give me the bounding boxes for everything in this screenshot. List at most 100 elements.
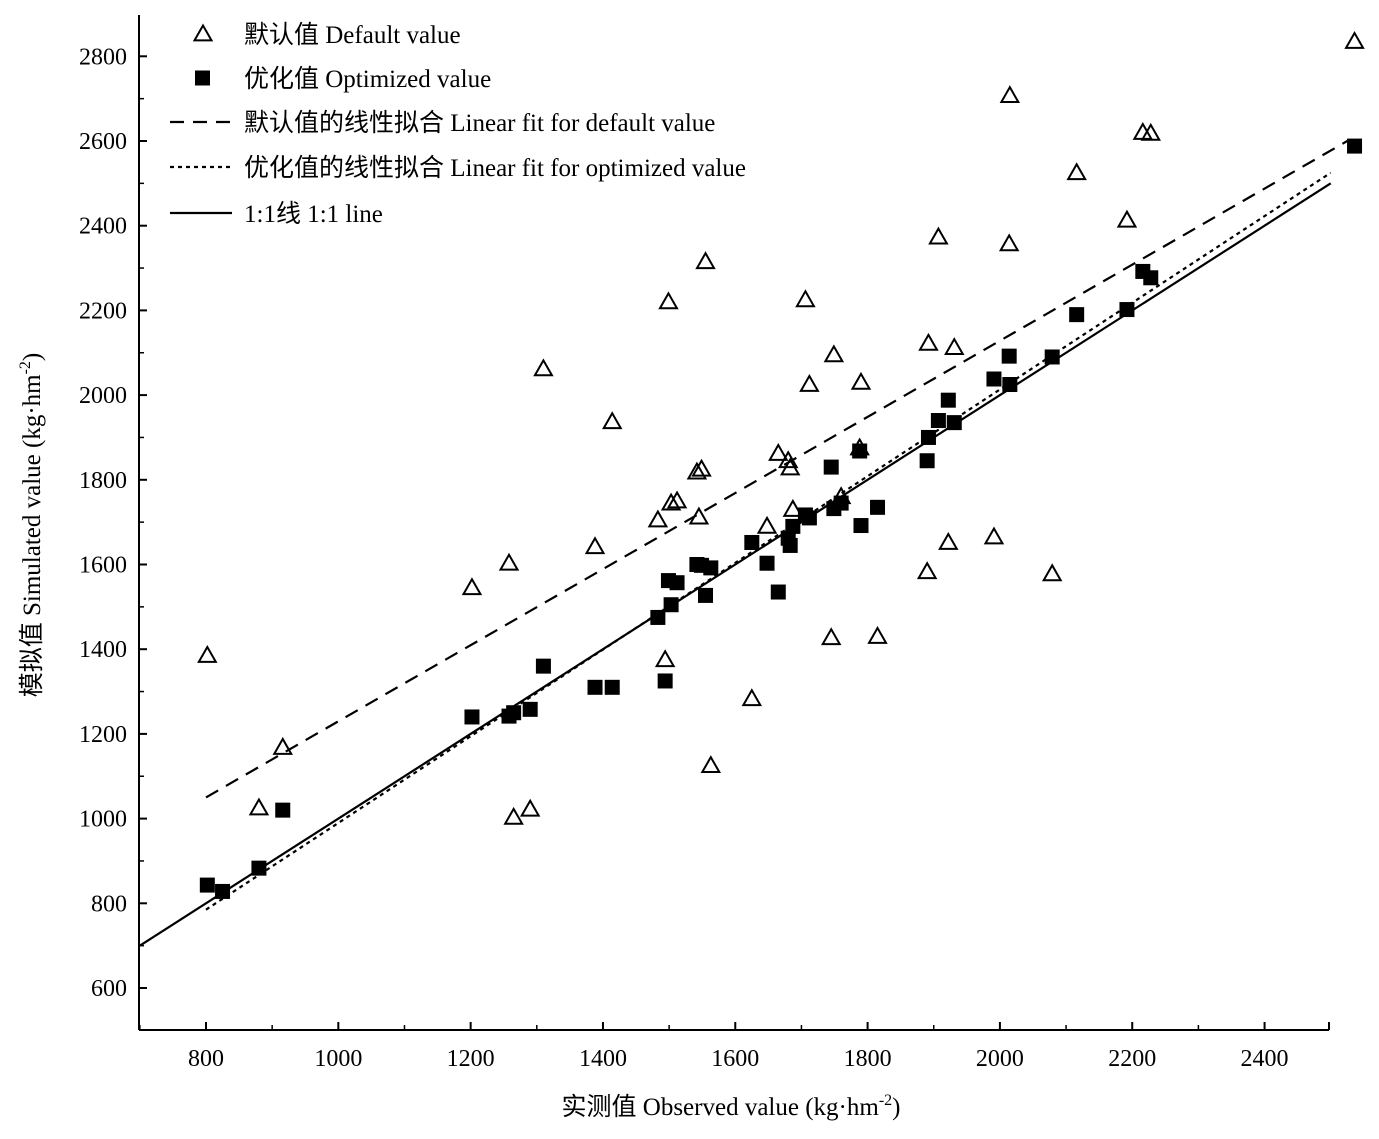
default-value-point bbox=[983, 526, 1005, 545]
default-value-point bbox=[1116, 209, 1138, 228]
default-value-point bbox=[928, 226, 949, 245]
default-value-point bbox=[1140, 122, 1161, 141]
legend-label: 优化值 Optimized value bbox=[244, 65, 491, 93]
default-value-point bbox=[503, 806, 524, 825]
default-value-point bbox=[197, 645, 218, 663]
optimized-value-point bbox=[669, 575, 685, 591]
x-tick-label: 1000 bbox=[314, 1046, 362, 1072]
y-tick-label: 2400 bbox=[79, 214, 127, 240]
default-value-point bbox=[601, 411, 623, 430]
default-value-point bbox=[533, 358, 554, 377]
optimized-value-point bbox=[1347, 138, 1363, 154]
default-value-point bbox=[799, 373, 820, 392]
default-value-point bbox=[916, 561, 938, 580]
default-value-point bbox=[768, 443, 789, 461]
fit-line-4 bbox=[139, 182, 1332, 947]
legend-label: 1:1线 1:1 line bbox=[244, 200, 383, 228]
optimized-value-point bbox=[833, 495, 849, 511]
y-tick-label: 800 bbox=[91, 891, 127, 917]
default-value-point bbox=[998, 233, 1020, 252]
optimized-value-point bbox=[275, 802, 291, 818]
axes bbox=[138, 15, 1330, 1031]
legend-marker-square bbox=[195, 70, 210, 86]
x-axis-title-sup: -2 bbox=[879, 1092, 892, 1109]
optimized-value-point bbox=[946, 415, 962, 431]
optimized-value-point bbox=[920, 429, 936, 445]
optimized-value-point bbox=[251, 860, 267, 876]
optimized-value-point bbox=[1001, 348, 1017, 364]
tick-labels: 800 1000 1200 1400 1600 1800 2000 2200 2400 600 80… bbox=[79, 44, 1289, 1072]
optimized-value-point bbox=[587, 679, 603, 695]
default-value-point bbox=[823, 344, 845, 363]
default-value-point bbox=[795, 289, 816, 308]
optimized-value-point bbox=[782, 537, 798, 553]
optimized-value-point bbox=[940, 392, 956, 408]
optimized-value-point bbox=[464, 709, 480, 725]
x-tick-label: 2400 bbox=[1241, 1046, 1289, 1072]
y-tick-label: 600 bbox=[91, 976, 127, 1002]
default-value-point bbox=[695, 251, 716, 270]
default-value-point bbox=[647, 509, 669, 528]
optimized-value-point bbox=[1002, 377, 1018, 393]
default-value-point bbox=[918, 332, 939, 351]
optimized-value-point bbox=[744, 534, 760, 550]
optimized-value-point bbox=[852, 443, 868, 459]
default-value-point bbox=[820, 627, 842, 646]
default-value-point bbox=[658, 291, 679, 310]
optimized-value-point bbox=[703, 560, 719, 576]
default-value-point bbox=[498, 552, 520, 571]
optimized-value-point bbox=[535, 658, 551, 674]
y-axis-title-sup: -2 bbox=[17, 361, 34, 374]
optimized-value-point bbox=[785, 518, 801, 534]
legend-marker-triangle bbox=[192, 23, 214, 42]
legend-label: 默认值的线性拟合 Linear fit for default value bbox=[244, 109, 715, 137]
optimized-value-point bbox=[853, 518, 869, 534]
default-value-point bbox=[867, 625, 888, 644]
optimized-value-point bbox=[770, 584, 786, 600]
optimized-value-point bbox=[801, 510, 817, 526]
default-value-point bbox=[938, 531, 959, 550]
x-axis-title: 实测值 Observed value (kg·hm-2) bbox=[562, 1092, 901, 1121]
y-tick-label: 2200 bbox=[79, 298, 127, 324]
default-value-point bbox=[519, 798, 541, 817]
x-tick-label: 2200 bbox=[1108, 1046, 1156, 1072]
optimized-value-point bbox=[698, 587, 714, 603]
default-value-point bbox=[999, 85, 1021, 104]
default-value-point bbox=[691, 458, 712, 477]
default-value-point bbox=[700, 755, 722, 774]
optimized-value-point bbox=[759, 555, 775, 571]
default-value-point bbox=[850, 371, 872, 390]
default-value-point bbox=[756, 515, 778, 534]
y-tick-label: 1000 bbox=[79, 807, 127, 833]
fit-lines bbox=[139, 140, 1348, 947]
default-value-point bbox=[1344, 30, 1365, 49]
legend-label: 优化值的线性拟合 Linear fit for optimized value bbox=[244, 154, 746, 182]
optimized-value-point bbox=[199, 877, 215, 893]
default-value-point bbox=[944, 337, 965, 356]
legend-label: 默认值 Default value bbox=[244, 21, 461, 49]
default-value-point bbox=[1041, 563, 1063, 582]
optimized-value-point bbox=[870, 499, 886, 515]
x-tick-label: 1400 bbox=[579, 1046, 627, 1072]
optimized-value-point bbox=[1119, 302, 1135, 318]
x-tick-label: 1800 bbox=[844, 1046, 892, 1072]
optimized-value-point bbox=[986, 371, 1002, 387]
legend: 默认值 Default value 优化值 Optimized value 默认值的… bbox=[170, 21, 746, 228]
x-tick-label: 1600 bbox=[711, 1046, 759, 1072]
default-value-point bbox=[1132, 122, 1154, 140]
optimized-value-point bbox=[522, 701, 538, 717]
x-tick-label: 800 bbox=[188, 1046, 224, 1072]
optimized-value-point bbox=[1069, 307, 1085, 323]
fit-line-3 bbox=[205, 171, 1332, 911]
default-value-point bbox=[1066, 162, 1087, 181]
y-axis-title: 模拟值 Simulated value (kg·hm-2) bbox=[17, 353, 46, 698]
optimized-value-point bbox=[604, 679, 620, 695]
x-tick-label: 1200 bbox=[447, 1046, 495, 1072]
default-value-point bbox=[666, 490, 688, 509]
optimized-value-point bbox=[919, 453, 935, 469]
y-tick-label: 1400 bbox=[79, 637, 127, 663]
default-value-point bbox=[660, 492, 682, 511]
default-value-point bbox=[686, 461, 708, 480]
default-value-point bbox=[461, 577, 483, 596]
